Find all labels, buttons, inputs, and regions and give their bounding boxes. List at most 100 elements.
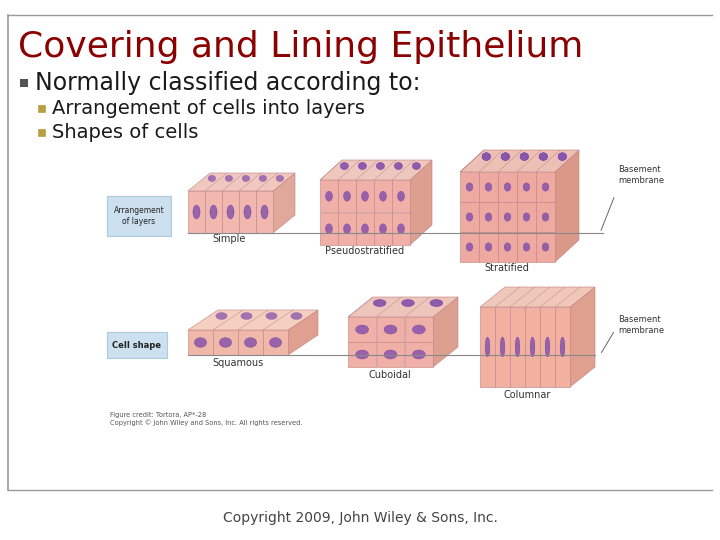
Text: Cell shape: Cell shape xyxy=(112,341,161,349)
Ellipse shape xyxy=(359,163,366,170)
Ellipse shape xyxy=(259,176,266,181)
Ellipse shape xyxy=(482,153,490,160)
Ellipse shape xyxy=(523,183,530,191)
Bar xyxy=(356,213,374,245)
Text: Columnar: Columnar xyxy=(503,390,551,400)
Polygon shape xyxy=(288,310,318,355)
Bar xyxy=(480,172,498,202)
Bar xyxy=(460,172,479,202)
Bar xyxy=(238,330,263,355)
Text: Covering and Lining Epithelium: Covering and Lining Epithelium xyxy=(18,30,583,64)
Ellipse shape xyxy=(466,213,473,221)
Ellipse shape xyxy=(523,213,530,221)
Bar xyxy=(377,342,405,367)
Bar xyxy=(189,330,212,355)
Ellipse shape xyxy=(539,153,548,160)
Ellipse shape xyxy=(379,191,387,201)
Ellipse shape xyxy=(520,153,528,160)
Ellipse shape xyxy=(485,213,492,221)
Ellipse shape xyxy=(384,350,397,359)
Bar xyxy=(189,191,204,233)
Ellipse shape xyxy=(485,243,492,251)
Ellipse shape xyxy=(515,337,520,357)
Bar xyxy=(555,307,570,387)
Ellipse shape xyxy=(193,205,200,219)
Ellipse shape xyxy=(520,153,528,160)
Bar xyxy=(374,213,392,245)
Ellipse shape xyxy=(520,153,528,160)
Ellipse shape xyxy=(466,243,473,251)
Ellipse shape xyxy=(343,224,351,234)
Ellipse shape xyxy=(361,224,369,234)
Bar xyxy=(498,172,517,202)
Polygon shape xyxy=(188,173,295,191)
Text: Figure credit: Tortora, AP*-28: Figure credit: Tortora, AP*-28 xyxy=(110,412,206,418)
Bar xyxy=(320,213,338,245)
Ellipse shape xyxy=(560,337,565,357)
Polygon shape xyxy=(320,160,432,180)
Polygon shape xyxy=(570,287,595,387)
Bar xyxy=(460,202,479,232)
Bar xyxy=(348,342,376,367)
Ellipse shape xyxy=(539,153,548,160)
Ellipse shape xyxy=(325,191,333,201)
Ellipse shape xyxy=(397,191,405,201)
Bar xyxy=(536,172,554,202)
Polygon shape xyxy=(188,310,318,330)
Bar xyxy=(526,307,540,387)
Ellipse shape xyxy=(500,337,505,357)
Ellipse shape xyxy=(402,300,415,307)
FancyBboxPatch shape xyxy=(107,332,167,358)
Bar xyxy=(392,180,410,212)
Ellipse shape xyxy=(485,337,490,357)
Ellipse shape xyxy=(504,243,510,251)
Ellipse shape xyxy=(395,163,402,170)
Ellipse shape xyxy=(227,205,234,219)
Bar xyxy=(38,105,45,112)
Ellipse shape xyxy=(413,163,420,170)
Ellipse shape xyxy=(241,313,252,320)
Bar xyxy=(392,213,410,245)
Ellipse shape xyxy=(269,338,282,347)
Bar xyxy=(256,191,273,233)
Text: Arrangement
of layers: Arrangement of layers xyxy=(114,206,164,226)
Ellipse shape xyxy=(482,153,490,160)
Bar xyxy=(38,129,45,136)
Text: Normally classified according to:: Normally classified according to: xyxy=(35,71,420,95)
Polygon shape xyxy=(555,150,579,262)
Ellipse shape xyxy=(501,153,510,160)
Ellipse shape xyxy=(359,163,366,170)
Text: Basement
membrane: Basement membrane xyxy=(618,165,664,185)
Text: Basement
membrane: Basement membrane xyxy=(618,315,664,335)
Ellipse shape xyxy=(379,224,387,234)
Bar xyxy=(517,202,536,232)
Ellipse shape xyxy=(413,163,420,170)
Bar xyxy=(536,232,554,262)
Ellipse shape xyxy=(395,163,402,170)
Bar xyxy=(20,79,28,87)
Ellipse shape xyxy=(558,153,567,160)
Bar xyxy=(517,232,536,262)
Ellipse shape xyxy=(430,300,443,307)
Bar xyxy=(377,318,405,342)
Ellipse shape xyxy=(413,350,426,359)
Ellipse shape xyxy=(356,325,369,334)
Polygon shape xyxy=(273,173,295,233)
Bar xyxy=(495,307,510,387)
Text: Stratified: Stratified xyxy=(485,263,529,273)
Ellipse shape xyxy=(485,183,492,191)
Ellipse shape xyxy=(343,191,351,201)
Ellipse shape xyxy=(216,313,227,320)
Ellipse shape xyxy=(242,176,250,181)
Ellipse shape xyxy=(220,338,232,347)
Ellipse shape xyxy=(413,325,426,334)
Ellipse shape xyxy=(542,183,549,191)
Text: Copyright © John Wiley and Sons, Inc. All rights reserved.: Copyright © John Wiley and Sons, Inc. Al… xyxy=(110,419,302,426)
Text: Shapes of cells: Shapes of cells xyxy=(52,123,199,141)
Ellipse shape xyxy=(261,205,268,219)
Ellipse shape xyxy=(210,205,217,219)
Bar xyxy=(338,213,356,245)
Ellipse shape xyxy=(501,153,510,160)
Bar xyxy=(338,180,356,212)
Ellipse shape xyxy=(373,300,386,307)
